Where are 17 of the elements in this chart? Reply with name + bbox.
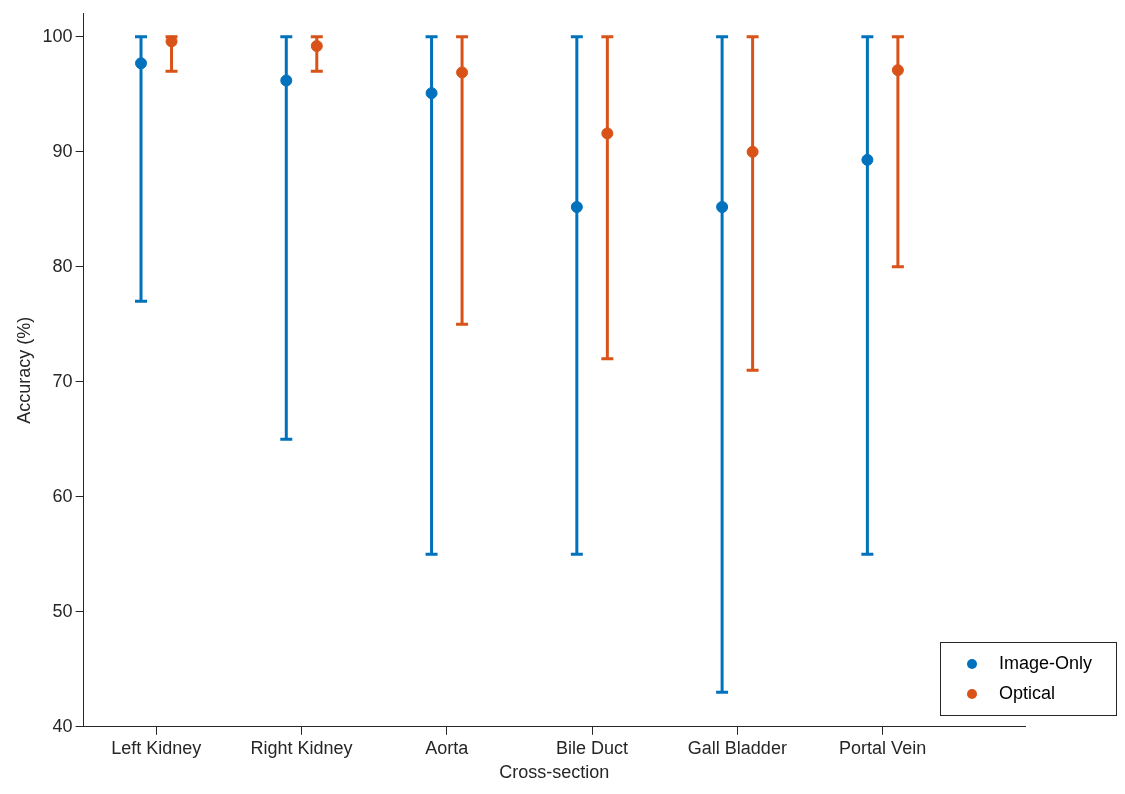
y-axis-title: Accuracy (%) bbox=[13, 316, 34, 424]
x-tick-label: Right Kidney bbox=[250, 737, 353, 758]
y-tick-label: 70 bbox=[52, 370, 73, 391]
legend-label: Optical bbox=[998, 683, 1055, 705]
y-tick-label: 40 bbox=[52, 715, 73, 736]
x-tick-label: Portal Vein bbox=[839, 737, 927, 758]
y-tick-label: 50 bbox=[52, 600, 73, 621]
x-tick-label: Aorta bbox=[425, 737, 470, 758]
y-tick-label: 80 bbox=[52, 255, 73, 276]
legend-label: Image-Only bbox=[998, 653, 1092, 675]
x-tick-label: Left Kidney bbox=[111, 737, 202, 758]
x-tick-label: Bile Duct bbox=[556, 737, 629, 758]
y-tick-label: 90 bbox=[52, 140, 73, 161]
y-tick-label: 100 bbox=[42, 25, 73, 46]
x-axis-title: Cross-section bbox=[499, 762, 610, 783]
y-tick-label: 60 bbox=[52, 485, 73, 506]
x-tick-label: Gall Bladder bbox=[687, 737, 787, 758]
